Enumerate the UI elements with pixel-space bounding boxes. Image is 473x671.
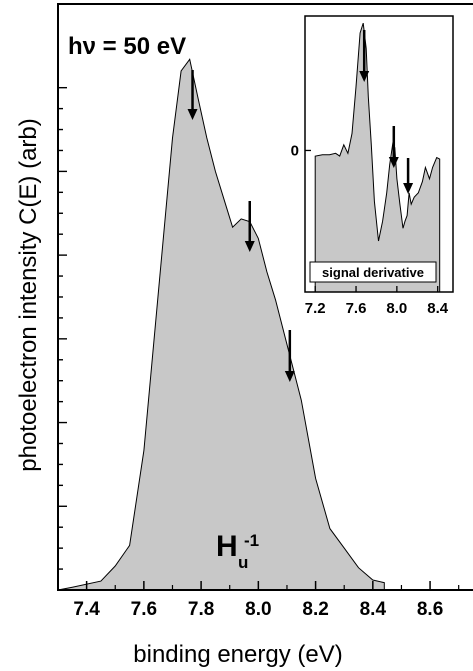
peak-arrow-3: [284, 330, 295, 382]
peak-arrow-3-head: [284, 371, 295, 382]
inset-x-tick-label: 7.2: [305, 300, 326, 317]
peak-arrow-1-head: [187, 109, 198, 120]
peak-arrow-2: [244, 201, 255, 252]
x-tick-label: 8.4: [360, 599, 387, 620]
main-intensity-area: [57, 58, 385, 591]
x-tick-label: 7.6: [131, 599, 157, 620]
peak-arrow-2-head: [244, 241, 255, 252]
state-label: H u -1: [216, 530, 259, 572]
x-tick-label: 8.6: [417, 599, 443, 620]
state-superscript-label: -1: [244, 531, 259, 550]
inset-peak-arrow-2-head: [388, 157, 399, 168]
inset-peak-arrow-3: [403, 158, 414, 194]
inset-title: signal derivative: [322, 265, 424, 280]
inset-x-tick-label: 8.4: [427, 300, 449, 317]
x-tick-label: 7.8: [188, 599, 214, 620]
inset-peak-arrow-3-head: [403, 183, 414, 194]
inset-plot-frame: [304, 15, 454, 293]
y-axis-label: photoelectron intensity C(E) (arb): [15, 118, 42, 471]
peak-arrow-1: [187, 70, 198, 120]
inset-peak-arrow-2: [388, 126, 399, 168]
x-tick-label: 8.2: [302, 599, 328, 620]
inset-peak-arrow-1-head: [359, 71, 370, 82]
state-subscript-label: u: [238, 553, 248, 572]
inset-derivative-area: [314, 22, 441, 293]
inset-x-tick-label: 7.6: [346, 300, 367, 317]
inset-y-tick-label: 0: [291, 142, 299, 159]
state-main-label: H: [216, 530, 238, 563]
photon-energy-label: hν = 50 eV: [68, 33, 186, 60]
inset-x-tick-label: 8.0: [386, 300, 407, 317]
main-plot: 7.4 7.6 7.8 8.0 8.2 8.4 8.6 binding energy (eV…: [15, 3, 473, 668]
x-tick-label: 8.0: [245, 599, 271, 620]
inset-title-box: [309, 261, 437, 283]
inset-plot: 7.2 7.6 8.0 8.4 0 signal derivative: [291, 15, 454, 317]
x-tick-label: 7.4: [73, 599, 100, 620]
x-axis-label: binding energy (eV): [133, 641, 342, 668]
inset-peak-arrow-1: [359, 30, 370, 82]
